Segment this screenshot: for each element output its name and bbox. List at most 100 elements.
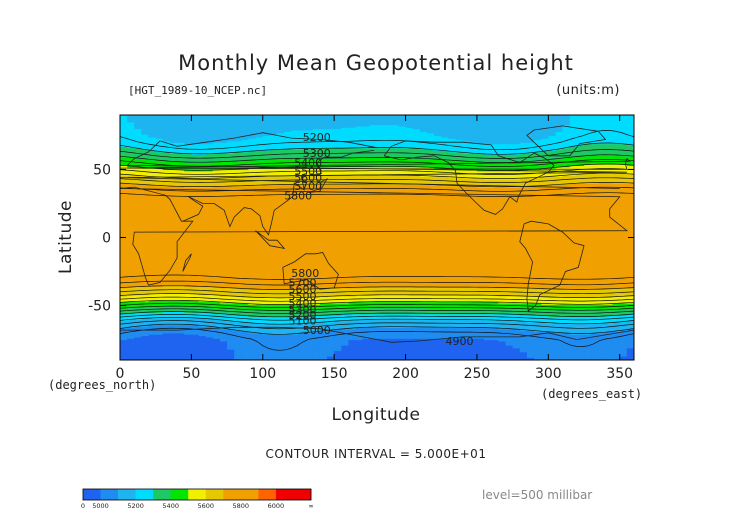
color-cell	[120, 214, 128, 217]
color-cell	[191, 245, 200, 248]
color-cell	[198, 256, 207, 259]
color-cell	[212, 298, 221, 301]
color-cell	[162, 204, 171, 207]
color-cell	[134, 223, 143, 226]
color-cell	[169, 138, 178, 141]
color-cell	[177, 232, 185, 235]
color-cell	[191, 353, 200, 356]
color-cell	[198, 262, 207, 264]
color-cell	[155, 342, 164, 345]
color-cell	[184, 266, 192, 269]
color-cell	[162, 308, 171, 311]
color-cell	[134, 256, 143, 259]
color-cell	[148, 225, 157, 228]
color-cell	[184, 207, 192, 210]
color-cell	[155, 294, 164, 297]
color-cell	[162, 200, 171, 203]
color-cell	[141, 349, 150, 352]
color-cell	[155, 119, 164, 122]
color-cell	[205, 237, 214, 240]
color-cell	[155, 204, 164, 207]
color-cell	[169, 358, 178, 360]
color-cell	[191, 264, 200, 267]
color-cell	[134, 165, 143, 168]
color-cell	[127, 338, 135, 341]
color-cell	[148, 338, 157, 341]
chart-title: Monthly Mean Geopotential height	[178, 51, 574, 75]
color-cell	[141, 153, 150, 156]
color-cell	[141, 271, 150, 274]
color-cell	[162, 215, 171, 218]
color-cell	[169, 282, 178, 285]
color-cell	[198, 210, 207, 213]
color-cell	[212, 257, 221, 260]
color-cell	[198, 270, 207, 273]
color-cell	[212, 196, 221, 199]
color-cell	[205, 214, 214, 217]
color-cell	[227, 180, 235, 183]
color-cell	[198, 306, 207, 309]
color-cell	[148, 168, 157, 171]
color-cell	[127, 195, 135, 198]
color-cell	[212, 354, 221, 357]
color-cell	[198, 146, 207, 149]
color-cell	[219, 234, 228, 237]
color-cell	[198, 151, 207, 154]
color-cell	[148, 238, 157, 241]
color-cell	[162, 150, 171, 153]
color-cell	[155, 332, 164, 335]
color-cell	[219, 324, 228, 327]
color-cell	[155, 121, 164, 124]
color-cell	[177, 317, 185, 320]
color-cell	[227, 168, 235, 171]
color-cell	[162, 161, 171, 164]
color-cell	[205, 305, 214, 308]
color-cell	[212, 129, 221, 132]
color-cell	[198, 180, 207, 183]
color-cell	[169, 143, 178, 146]
color-cell	[169, 336, 178, 339]
color-cell	[177, 304, 185, 307]
color-cell	[120, 283, 128, 286]
color-cell	[198, 257, 207, 260]
color-cell	[205, 207, 214, 210]
color-cell	[127, 320, 135, 323]
color-cell	[169, 134, 178, 137]
color-cell	[127, 117, 135, 120]
color-cell	[191, 233, 200, 236]
color-cell	[184, 343, 192, 346]
color-cell	[184, 125, 192, 128]
color-cell	[212, 334, 221, 337]
color-cell	[141, 199, 150, 202]
color-cell	[227, 270, 235, 273]
color-cell	[134, 323, 143, 326]
color-cell	[219, 210, 228, 213]
color-cell	[212, 203, 221, 206]
color-cell	[184, 320, 192, 323]
color-cell	[134, 349, 143, 352]
color-cell	[219, 293, 228, 296]
color-cell	[127, 174, 135, 177]
color-cell	[177, 173, 185, 176]
color-cell	[120, 121, 128, 124]
color-cell	[120, 170, 128, 173]
color-cell	[205, 275, 214, 278]
color-cell	[162, 135, 171, 138]
color-cell	[227, 150, 235, 153]
color-cell	[120, 325, 128, 328]
color-cell	[191, 170, 200, 173]
color-cell	[169, 289, 178, 292]
color-cell	[219, 282, 228, 285]
color-cell	[198, 125, 207, 128]
color-cell	[155, 315, 164, 318]
color-cell	[219, 264, 228, 267]
color-cell	[177, 208, 185, 211]
color-cell	[212, 218, 221, 221]
color-cell	[134, 324, 143, 327]
color-cell	[184, 279, 192, 282]
color-cell	[141, 334, 150, 337]
color-cell	[205, 124, 214, 127]
color-cell	[155, 233, 164, 236]
color-cell	[127, 123, 135, 126]
